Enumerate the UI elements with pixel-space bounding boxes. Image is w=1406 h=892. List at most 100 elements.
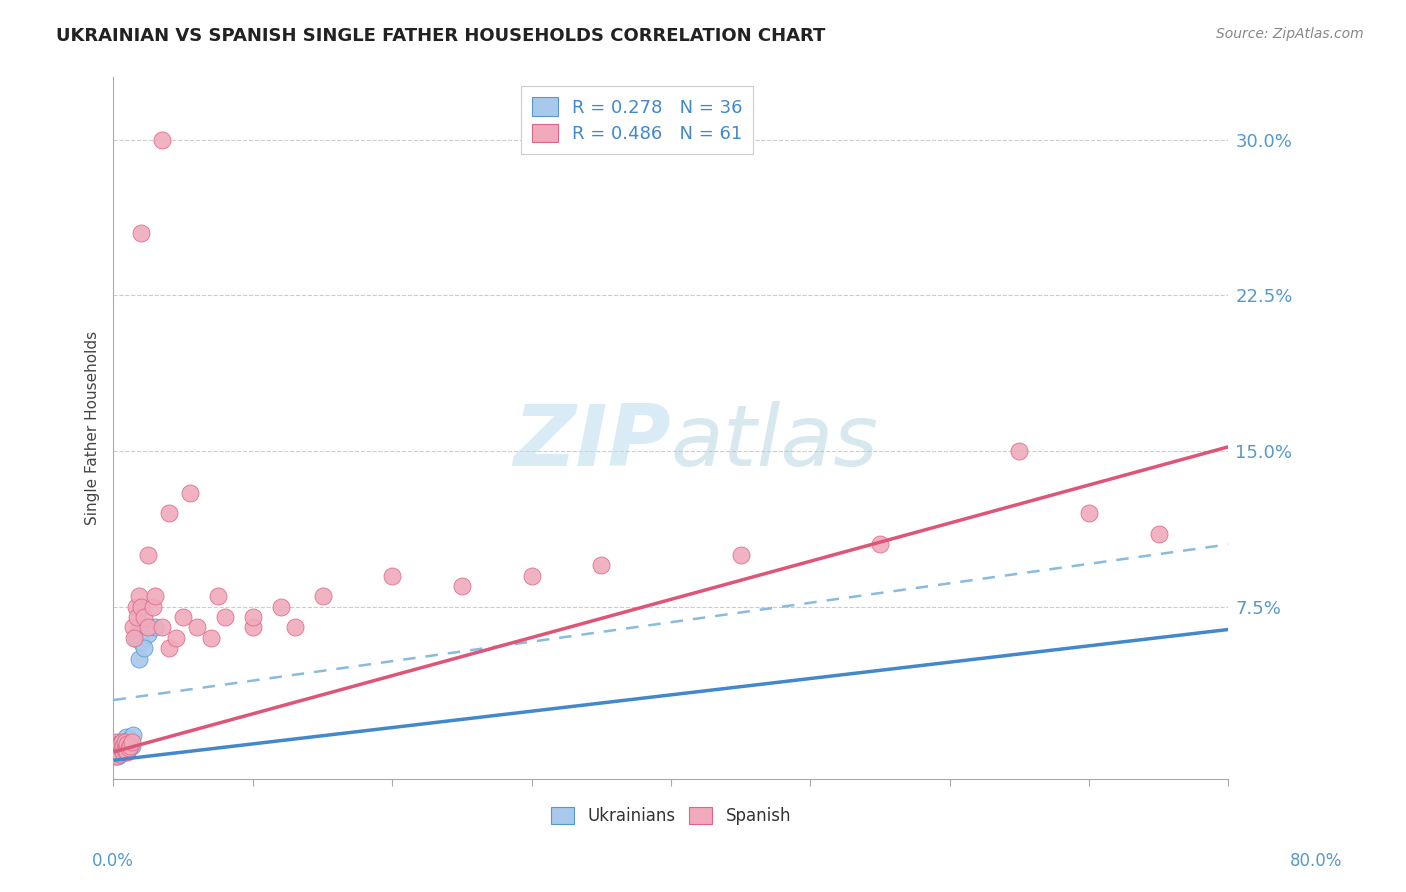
Text: 0.0%: 0.0% — [91, 852, 134, 870]
Point — [112, 743, 135, 757]
Point — [143, 620, 166, 634]
Point — [105, 747, 128, 761]
Point — [110, 737, 132, 751]
Point — [128, 620, 150, 634]
Point — [105, 740, 128, 755]
Legend: Ukrainians, Spanish: Ukrainians, Spanish — [543, 799, 800, 834]
Point — [125, 599, 148, 614]
Text: Source: ZipAtlas.com: Source: ZipAtlas.com — [1216, 27, 1364, 41]
Point — [107, 737, 129, 751]
Point — [111, 743, 134, 757]
Point — [121, 734, 143, 748]
Point — [105, 745, 128, 759]
Point — [111, 734, 134, 748]
Point — [114, 745, 136, 759]
Point — [136, 620, 159, 634]
Point — [111, 745, 134, 759]
Point — [207, 589, 229, 603]
Point — [1077, 506, 1099, 520]
Point — [110, 747, 132, 761]
Point — [127, 610, 149, 624]
Point — [242, 620, 264, 634]
Point — [114, 739, 136, 753]
Point — [157, 506, 180, 520]
Point — [104, 749, 127, 764]
Point — [111, 734, 134, 748]
Point — [122, 620, 145, 634]
Point — [134, 641, 156, 656]
Point — [150, 620, 173, 634]
Point — [520, 568, 543, 582]
Point — [381, 568, 404, 582]
Point — [107, 737, 129, 751]
Point — [200, 631, 222, 645]
Point — [242, 610, 264, 624]
Point — [270, 599, 292, 614]
Point — [128, 651, 150, 665]
Point — [131, 635, 153, 649]
Point — [591, 558, 613, 573]
Point — [214, 610, 236, 624]
Point — [157, 641, 180, 656]
Point — [118, 740, 141, 755]
Point — [186, 620, 208, 634]
Text: atlas: atlas — [671, 401, 879, 483]
Point — [111, 740, 134, 755]
Point — [143, 589, 166, 603]
Point — [120, 732, 142, 747]
Point — [108, 747, 131, 761]
Y-axis label: Single Father Households: Single Father Households — [86, 331, 100, 525]
Point — [134, 610, 156, 624]
Point — [107, 745, 129, 759]
Point — [450, 579, 472, 593]
Point — [104, 739, 127, 753]
Point — [108, 734, 131, 748]
Point — [1008, 444, 1031, 458]
Point — [124, 631, 146, 645]
Point — [730, 548, 752, 562]
Point — [104, 734, 127, 748]
Point — [117, 740, 139, 755]
Point — [104, 745, 127, 759]
Point — [115, 743, 138, 757]
Point — [150, 133, 173, 147]
Point — [107, 749, 129, 764]
Point — [110, 739, 132, 753]
Point — [117, 745, 139, 759]
Point — [136, 626, 159, 640]
Point — [108, 740, 131, 755]
Text: ZIP: ZIP — [513, 401, 671, 483]
Point — [117, 734, 139, 748]
Point — [114, 743, 136, 757]
Point — [284, 620, 307, 634]
Point — [108, 739, 131, 753]
Point — [112, 737, 135, 751]
Point — [120, 739, 142, 753]
Point — [107, 743, 129, 757]
Point — [104, 747, 127, 761]
Point — [141, 599, 163, 614]
Point — [128, 589, 150, 603]
Text: UKRAINIAN VS SPANISH SINGLE FATHER HOUSEHOLDS CORRELATION CHART: UKRAINIAN VS SPANISH SINGLE FATHER HOUSE… — [56, 27, 825, 45]
Point — [172, 610, 194, 624]
Point — [105, 739, 128, 753]
Point — [114, 734, 136, 748]
Point — [311, 589, 333, 603]
Point — [105, 749, 128, 764]
Point — [115, 740, 138, 755]
Point — [112, 745, 135, 759]
Point — [104, 740, 127, 755]
Point — [105, 743, 128, 757]
Point — [121, 739, 143, 753]
Point — [112, 739, 135, 753]
Point — [110, 743, 132, 757]
Point — [108, 745, 131, 759]
Point — [179, 485, 201, 500]
Point — [115, 731, 138, 745]
Point — [1147, 527, 1170, 541]
Point — [869, 537, 891, 551]
Text: 80.0%: 80.0% — [1291, 852, 1343, 870]
Point — [136, 548, 159, 562]
Point — [122, 728, 145, 742]
Point — [165, 631, 187, 645]
